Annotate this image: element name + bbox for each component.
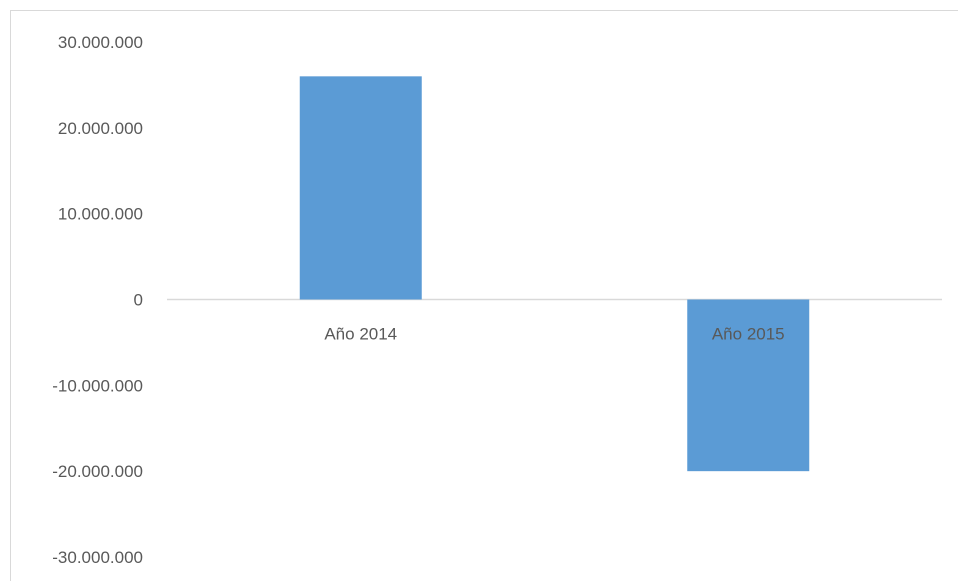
y-tick-label: 20.000.000 — [58, 119, 143, 138]
y-tick-label: -20.000.000 — [52, 462, 143, 481]
bar-2 — [687, 299, 810, 472]
bar-series — [299, 76, 810, 472]
x-axis-category-labels: Año 2014 Año 2015 — [324, 325, 784, 344]
y-tick-label: -30.000.000 — [52, 548, 143, 567]
bar-1 — [299, 76, 422, 300]
y-axis-tick-labels: 30.000.000 20.000.000 10.000.000 0 -10.000.0… — [52, 33, 143, 567]
x-category-label: Año 2014 — [324, 325, 397, 344]
y-tick-label: -10.000.000 — [52, 376, 143, 395]
x-category-label: Año 2015 — [712, 325, 785, 344]
y-tick-label: 0 — [134, 291, 143, 310]
chart-frame — [10, 10, 958, 581]
y-tick-label: 30.000.000 — [58, 33, 143, 52]
y-tick-label: 10.000.000 — [58, 205, 143, 224]
